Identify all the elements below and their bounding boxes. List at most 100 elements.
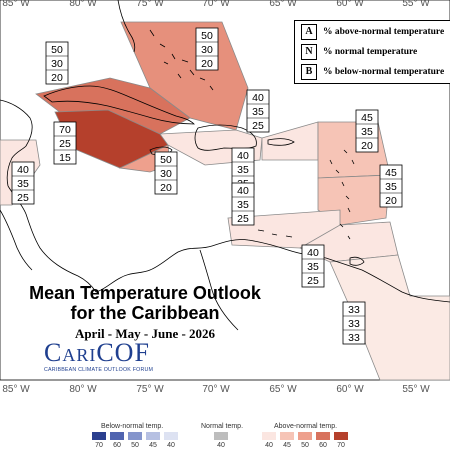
colorbar-tick-below: 45 <box>149 442 157 449</box>
colorbar-swatch-below <box>92 432 106 440</box>
probability-box-trinidad: 40 35 25 <box>301 244 325 288</box>
key-letter-a: A <box>301 24 317 40</box>
colorbar-below-title: Below-normal temp. <box>101 423 164 430</box>
colorbar-tick-above: 60 <box>319 442 327 449</box>
key-label-normal: % normal temperature <box>323 47 418 57</box>
probability-below-windwards: 20 <box>385 195 397 207</box>
colorbar-tick-normal: 40 <box>217 442 225 449</box>
probability-below-belize: 25 <box>17 192 29 204</box>
bahamas-islands <box>149 29 214 91</box>
probability-below-bahamas: 20 <box>201 58 213 70</box>
cuba-coast <box>43 85 195 125</box>
probability-box-frame <box>342 301 366 345</box>
longitude-label-bottom: 65° W <box>269 384 297 395</box>
colorbar-tick-below: 40 <box>167 442 175 449</box>
probability-normal-cuba: 30 <box>51 58 63 70</box>
caricof-logo: CariCOF CARIBBEAN CLIMATE OUTLOOK FORUM <box>44 340 184 376</box>
probability-above-cayman: 70 <box>59 124 71 136</box>
colorbar-normal-title: Normal temp. <box>201 423 244 430</box>
logo-subtitle: CARIBBEAN CLIMATE OUTLOOK FORUM <box>44 367 154 373</box>
colorbar-above-title: Above-normal temp. <box>274 423 338 430</box>
probability-above-belize: 40 <box>17 164 29 176</box>
probability-normal-hispaniola: 35 <box>237 164 249 176</box>
longitude-label-bottom: 70° W <box>202 384 230 395</box>
probability-box-frame <box>195 27 219 71</box>
colorbar-swatch-above <box>298 432 312 440</box>
probability-above-abc-islands: 40 <box>237 185 249 197</box>
region-leewards <box>317 121 391 179</box>
probability-above-jamaica: 50 <box>160 154 172 166</box>
colorbar-swatch-below <box>128 432 142 440</box>
probability-below-pr-vi: 25 <box>252 120 264 132</box>
venezuela-interior <box>199 249 239 331</box>
colorbar-tick-below: 60 <box>113 442 121 449</box>
probability-above-leewards: 45 <box>361 112 373 124</box>
key-letter-b: B <box>301 64 317 80</box>
probability-below-cuba: 20 <box>51 72 63 84</box>
central-america-coast <box>7 185 97 293</box>
longitude-label-top: 55° W <box>402 0 430 9</box>
longitude-label-bottom: 60° W <box>336 384 364 395</box>
key-letter-n: N <box>301 44 317 60</box>
longitude-label-top: 85° W <box>2 0 30 9</box>
probability-below-trinidad: 25 <box>307 275 319 287</box>
key-row-normal: N % normal temperature <box>295 44 450 60</box>
probability-box-leewards: 45 35 20 <box>355 109 379 153</box>
probability-above-windwards: 45 <box>385 167 397 179</box>
map-title-line2: for the Caribbean <box>70 303 220 323</box>
probability-box-frame <box>301 244 325 288</box>
probability-normal-cayman: 25 <box>59 138 71 150</box>
probability-box-frame <box>53 121 77 165</box>
probability-box-frame <box>355 109 379 153</box>
probability-above-bahamas: 50 <box>201 30 213 42</box>
probability-box-jamaica: 50 30 20 <box>154 151 178 195</box>
colorbar-swatch-above <box>334 432 348 440</box>
probability-above-trinidad: 40 <box>307 247 319 259</box>
color-scale-legend: Below-normal temp. Normal temp. Above-no… <box>0 395 450 450</box>
longitude-label-top: 70° W <box>202 0 230 9</box>
longitude-label-bottom: 85° W <box>2 384 30 395</box>
yucatan-coast <box>0 99 33 187</box>
colorbar-swatch-above <box>262 432 276 440</box>
map-title: Mean Temperature Outlook <box>29 283 261 303</box>
longitude-label-bottom: 80° W <box>69 384 97 395</box>
probability-box-belize: 40 35 25 <box>11 161 35 205</box>
probability-below-cayman: 15 <box>59 152 71 164</box>
probability-normal-abc-islands: 35 <box>237 199 249 211</box>
probability-box-guianas: 33 33 33 <box>342 301 366 345</box>
colorbar-swatch-below <box>164 432 178 440</box>
trinidad-coast <box>349 256 365 266</box>
probability-box-frame <box>246 89 270 133</box>
longitude-label-top: 65° W <box>269 0 297 9</box>
colorbar-tick-above: 50 <box>301 442 309 449</box>
probability-box-frame <box>154 151 178 195</box>
colorbar-tick-below: 70 <box>95 442 103 449</box>
lesser-antilles <box>329 149 355 240</box>
central-america-west <box>0 209 33 271</box>
probability-normal-leewards: 35 <box>361 126 373 138</box>
probability-box-pr-vi: 40 35 25 <box>246 89 270 133</box>
longitude-labels: 85° W 85° W 80° W 80° W 75° W 75° W 70° W 70° W… <box>2 0 430 395</box>
probability-box-cuba: 50 30 20 <box>45 41 69 85</box>
longitude-label-top: 60° W <box>336 0 364 9</box>
colorbar-swatch-above <box>280 432 294 440</box>
logo-wordmark: CariCOF <box>44 338 150 367</box>
probability-box-cayman: 70 25 15 <box>53 121 77 165</box>
puerto-rico-coast <box>267 138 295 146</box>
colorbar-tick-above: 45 <box>283 442 291 449</box>
key-label-above: % above-normal temperature <box>323 27 445 37</box>
region-trinidad <box>299 221 399 263</box>
probability-normal-jamaica: 30 <box>160 168 172 180</box>
probability-below-guianas: 33 <box>348 332 360 344</box>
abc-islands <box>257 229 293 238</box>
probability-normal-belize: 35 <box>17 178 29 190</box>
colorbar-tick-above: 40 <box>265 442 273 449</box>
longitude-label-bottom: 75° W <box>136 384 164 395</box>
probability-normal-guianas: 33 <box>348 318 360 330</box>
colorbar-swatch-above <box>316 432 330 440</box>
florida-coast <box>117 0 136 53</box>
key-row-below: B % below-normal temperature <box>295 64 450 80</box>
probability-normal-bahamas: 30 <box>201 44 213 56</box>
probability-above-hispaniola: 40 <box>237 150 249 162</box>
longitude-label-top: 80° W <box>69 0 97 9</box>
